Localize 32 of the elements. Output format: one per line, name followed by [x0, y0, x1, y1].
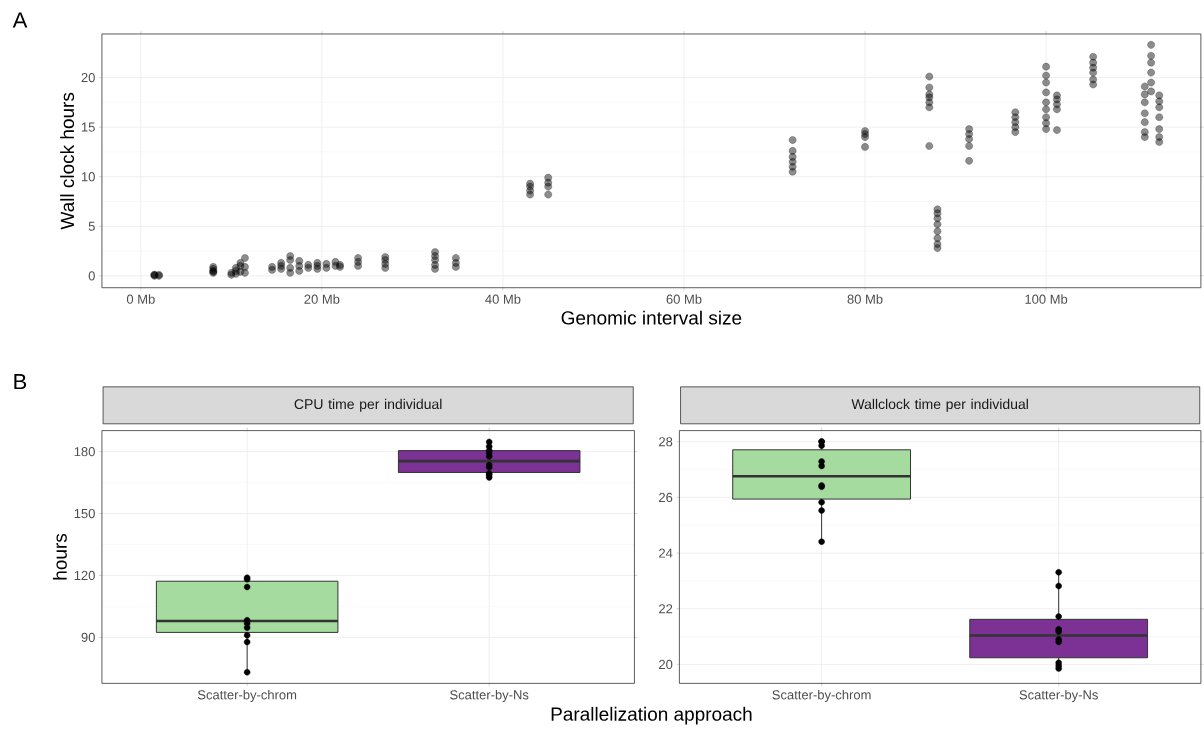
y-tick-label: 180 — [74, 446, 95, 457]
x-tick-label: 40 Mb — [485, 294, 521, 304]
y-tick-label: 120 — [74, 570, 95, 580]
y-axis-title: Wall clock hours — [60, 92, 75, 230]
y-tick-label: 5 — [88, 221, 95, 231]
x-tick-label: Scatter-by-Ns — [450, 689, 529, 702]
x-tick-label: 80 Mb — [847, 294, 883, 304]
y-tick-label: 0 — [88, 271, 95, 281]
y-tick-label: 24 — [659, 548, 673, 558]
x-tick-label: 60 Mb — [666, 294, 702, 304]
y-tick-label: 20 — [659, 659, 673, 669]
text: A — [12, 12, 28, 28]
y-tick-label: 15 — [81, 122, 95, 132]
x-tick-label: Scatter-by-Ns — [1019, 689, 1098, 702]
y-tick-label: 22 — [659, 604, 673, 614]
text: B — [14, 373, 27, 389]
chart-title: Wallclock time per individual — [851, 398, 1028, 412]
chart-title: CPU time per individual — [294, 398, 442, 412]
x-tick-label: Scatter-by-chrom — [772, 689, 871, 702]
y-tick-label: 10 — [81, 171, 95, 182]
y-axis-title: hours — [52, 533, 67, 580]
y-tick-label: 90 — [81, 632, 95, 642]
y-tick-label: 28 — [659, 436, 673, 447]
y-tick-label: 26 — [659, 492, 673, 502]
x-tick-label: 0 Mb — [126, 294, 155, 304]
y-tick-label: 20 — [81, 72, 95, 83]
x-tick-label: 20 Mb — [304, 294, 340, 304]
x-axis-title: Genomic interval size — [561, 310, 742, 325]
x-axis-title: Parallelization approach — [551, 706, 752, 725]
y-tick-label: 150 — [74, 508, 95, 518]
x-tick-label: Scatter-by-chrom — [197, 689, 297, 702]
x-tick-label: 100 Mb — [1025, 294, 1068, 304]
